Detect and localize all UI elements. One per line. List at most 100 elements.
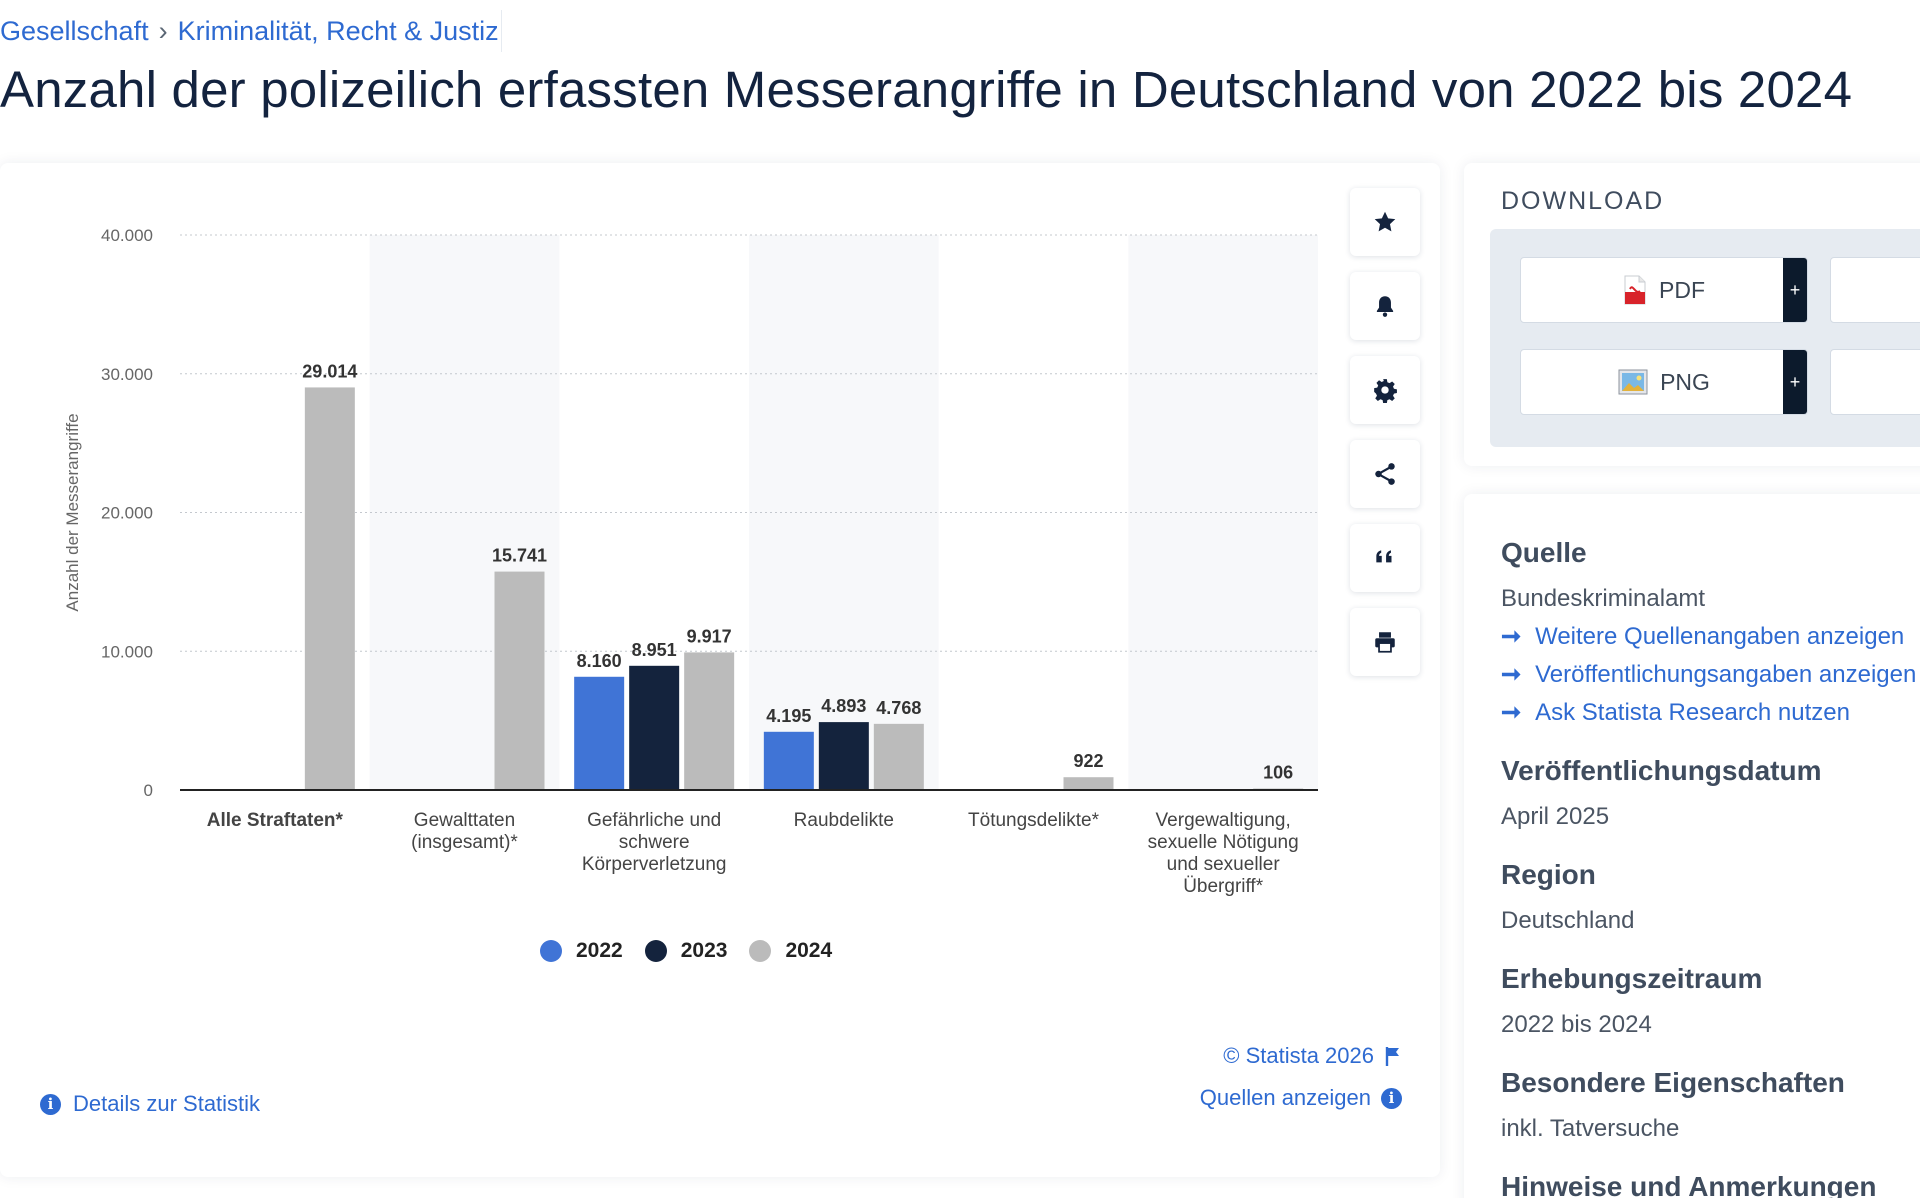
publication-date-section: Veröffentlichungsdatum April 2025	[1501, 754, 1920, 832]
survey-period-section: Erhebungszeitraum 2022 bis 2024	[1501, 962, 1920, 1040]
star-icon	[1374, 211, 1396, 232]
publication-date-heading: Veröffentlichungsdatum	[1501, 755, 1822, 786]
y-axis-label: Anzahl der Messerangriffe	[63, 413, 82, 611]
x-tick-label: Alle Straftaten*	[207, 810, 344, 831]
bar-2024	[873, 723, 924, 790]
bar-2024	[494, 571, 545, 790]
breadcrumb-item-gesellschaft[interactable]: Gesellschaft	[0, 15, 149, 46]
ask-research-link[interactable]: ➞ Ask Statista Research nutzen	[1501, 698, 1920, 728]
survey-period-heading: Erhebungszeitraum	[1501, 963, 1763, 994]
data-label: 15.741	[492, 546, 547, 566]
download-title: DOWNLOAD	[1501, 187, 1665, 215]
breadcrumb: Gesellschaft › Kriminalität, Recht & Jus…	[0, 10, 502, 52]
info-icon: i	[40, 1093, 61, 1115]
y-tick-label: 0	[144, 781, 153, 800]
publication-details-link[interactable]: ➞ Veröffentlichungsangaben anzeigen	[1501, 660, 1920, 690]
legend-swatch-2023	[644, 940, 667, 962]
print-button[interactable]	[1350, 608, 1420, 676]
legend-swatch-2024	[749, 940, 772, 962]
arrow-right-icon: ➞	[1501, 661, 1522, 688]
png-options-button[interactable]: +	[1783, 350, 1807, 414]
legend-item-2023[interactable]: 2023	[644, 939, 727, 963]
statistic-info-panel: Quelle Bundeskriminalamt ➞ Weitere Quell…	[1464, 494, 1920, 1198]
x-tick-label: Gefährliche und schwere Körperverletzung	[582, 810, 727, 875]
bar-2022	[763, 731, 814, 790]
publication-date-value: April 2025	[1501, 803, 1610, 830]
y-tick-label: 10.000	[101, 642, 153, 661]
bar-2024	[1063, 777, 1114, 790]
data-label: 29.014	[302, 361, 357, 381]
data-label: 4.768	[876, 698, 921, 718]
statistics-details-label: Details zur Statistik	[73, 1091, 261, 1116]
special-properties-value: inkl. Tatversuche	[1501, 1115, 1680, 1142]
region-section: Region Deutschland	[1501, 858, 1920, 936]
breadcrumb-separator: ›	[158, 15, 168, 46]
more-sources-link[interactable]: ➞ Weitere Quellenangaben anzeigen	[1501, 622, 1920, 652]
share-icon	[1375, 463, 1395, 485]
region-heading: Region	[1501, 859, 1596, 890]
data-label: 922	[1073, 751, 1103, 771]
page-title: Anzahl der polizeilich erfassten Messera…	[0, 61, 1853, 118]
download-option-button[interactable]	[1830, 257, 1920, 323]
x-tick-label: Vergewaltigung, sexuelle Nötigung und sexu…	[1148, 810, 1299, 897]
download-option-button[interactable]	[1830, 349, 1920, 415]
y-tick-label: 40.000	[101, 226, 153, 245]
favorite-button[interactable]	[1350, 188, 1420, 256]
download-pdf-label: PDF	[1659, 276, 1705, 303]
download-options: PDF + PNG +	[1490, 229, 1920, 447]
download-png-button[interactable]: PNG +	[1520, 349, 1808, 415]
show-sources-label: Quellen anzeigen	[1199, 1085, 1371, 1110]
bar-2023	[818, 722, 869, 790]
y-tick-label: 20.000	[101, 504, 153, 523]
chart-card: 0 10.000 20.000 30.000 40.000 Anzahl der Mess…	[0, 163, 1440, 1177]
survey-period-value: 2022 bis 2024	[1501, 1011, 1652, 1038]
info-icon: i	[1381, 1087, 1402, 1109]
data-label: 8.160	[577, 651, 622, 671]
legend-label-2022: 2022	[576, 939, 623, 962]
arrow-right-icon: ➞	[1501, 699, 1522, 726]
bar-2022	[574, 676, 625, 790]
notification-button[interactable]	[1350, 272, 1420, 340]
cite-button[interactable]	[1350, 524, 1420, 592]
source-value: Bundeskriminalamt	[1501, 585, 1706, 612]
copyright-text: © Statista 2026	[1223, 1043, 1374, 1068]
gear-icon	[1374, 379, 1397, 403]
x-tick-label: Raubdelikte	[794, 810, 894, 831]
flag-icon	[1385, 1047, 1399, 1066]
arrow-right-icon: ➞	[1501, 623, 1522, 650]
statistics-details-link[interactable]: i Details zur Statistik	[40, 1091, 260, 1117]
show-sources-link[interactable]: Quellen anzeigen i	[1200, 1085, 1402, 1111]
bar-chart: 0 10.000 20.000 30.000 40.000 Anzahl der Mess…	[63, 226, 1318, 897]
notes-section: Hinweise und Anmerkungen	[1501, 1170, 1920, 1198]
pdf-options-button[interactable]: +	[1783, 258, 1807, 322]
legend-label-2024: 2024	[785, 939, 833, 962]
share-button[interactable]	[1350, 440, 1420, 508]
region-value: Deutschland	[1501, 907, 1635, 934]
bar-2024	[684, 652, 735, 790]
legend-swatch-2022	[540, 940, 562, 962]
source-heading: Quelle	[1501, 537, 1587, 568]
download-panel: DOWNLOAD PDF + PNG	[1464, 163, 1920, 466]
download-png-label: PNG	[1660, 368, 1710, 395]
download-pdf-button[interactable]: PDF +	[1520, 257, 1808, 323]
image-icon	[1618, 369, 1648, 395]
data-label: 9.917	[687, 626, 732, 646]
chart-legend: 2022 2023 2024	[540, 939, 854, 963]
special-properties-section: Besondere Eigenschaften inkl. Tatversuch…	[1501, 1066, 1920, 1144]
source-section: Quelle Bundeskriminalamt ➞ Weitere Quell…	[1501, 536, 1920, 728]
breadcrumb-item-kriminalitaet[interactable]: Kriminalität, Recht & Justiz	[177, 15, 499, 46]
quote-icon	[1376, 550, 1392, 563]
copyright-link[interactable]: © Statista 2026	[1223, 1043, 1402, 1069]
bar-2024	[304, 387, 355, 790]
special-properties-heading: Besondere Eigenschaften	[1501, 1067, 1845, 1098]
legend-item-2024[interactable]: 2024	[749, 939, 832, 963]
legend-item-2022[interactable]: 2022	[540, 939, 623, 963]
pdf-icon	[1624, 275, 1646, 305]
settings-button[interactable]	[1350, 356, 1420, 424]
data-label: 4.893	[821, 696, 866, 716]
chart-toolbar	[1350, 188, 1420, 692]
print-icon	[1375, 632, 1395, 653]
publication-details-label: Veröffentlichungsangaben anzeigen	[1535, 661, 1917, 688]
data-label: 8.951	[632, 640, 677, 660]
